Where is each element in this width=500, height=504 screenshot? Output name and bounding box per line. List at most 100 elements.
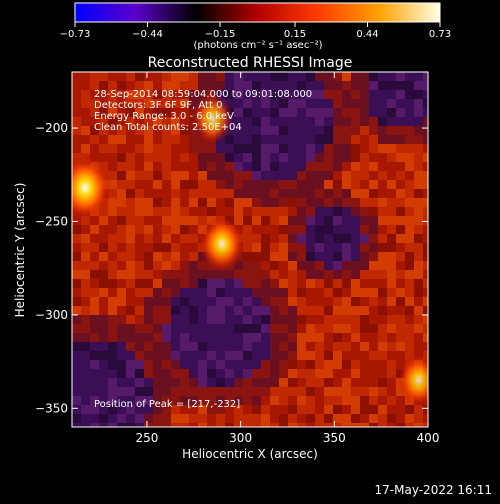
heatmap-cell <box>297 135 306 144</box>
heatmap-cell <box>396 180 405 189</box>
heatmap-cell <box>342 342 351 351</box>
x-axis-ticks: 250 300 350 400 <box>135 72 439 445</box>
heatmap-cell <box>243 297 252 306</box>
heatmap-cell <box>216 351 225 360</box>
heatmap-cell <box>378 207 387 216</box>
heatmap-cell <box>351 333 360 342</box>
heatmap-cell <box>108 261 117 270</box>
heatmap-cell <box>360 405 369 414</box>
heatmap-cell <box>387 279 396 288</box>
heatmap-cell <box>117 378 126 387</box>
heatmap-cell <box>126 270 135 279</box>
heatmap-cell <box>180 144 189 153</box>
heatmap-cell <box>387 243 396 252</box>
heatmap-cell <box>171 333 180 342</box>
heatmap-cell <box>189 144 198 153</box>
heatmap-cell <box>189 153 198 162</box>
heatmap-cell <box>90 306 99 315</box>
heatmap-cell <box>315 261 324 270</box>
heatmap-cell <box>405 297 414 306</box>
heatmap-cell <box>297 261 306 270</box>
heatmap-cell <box>261 225 270 234</box>
heatmap-cell <box>189 243 198 252</box>
heatmap-cell <box>144 243 153 252</box>
heatmap-cell <box>162 342 171 351</box>
heatmap-cell <box>144 153 153 162</box>
heatmap-cell <box>135 171 144 180</box>
heatmap-cell <box>171 108 180 117</box>
heatmap-cell <box>90 243 99 252</box>
heatmap-cell <box>252 171 261 180</box>
heatmap-cell <box>225 387 234 396</box>
heatmap-cell <box>189 414 198 423</box>
heatmap-cell <box>261 198 270 207</box>
heatmap-cell <box>351 225 360 234</box>
heatmap-cell <box>414 117 423 126</box>
heatmap-cell <box>396 297 405 306</box>
heatmap-cell <box>90 369 99 378</box>
heatmap-cell <box>99 126 108 135</box>
heatmap-cell <box>360 225 369 234</box>
heatmap-cell <box>207 351 216 360</box>
heatmap-cell <box>333 315 342 324</box>
heatmap-cell <box>324 324 333 333</box>
heatmap-cell <box>126 126 135 135</box>
heatmap-cell <box>288 99 297 108</box>
heatmap-cell <box>72 324 81 333</box>
heatmap-cell <box>108 171 117 180</box>
heatmap-cell <box>144 261 153 270</box>
heatmap-cell <box>279 297 288 306</box>
heatmap-cell <box>306 171 315 180</box>
heatmap-cell <box>369 315 378 324</box>
heatmap-cell <box>126 198 135 207</box>
heatmap-cell <box>117 126 126 135</box>
heatmap-cell <box>279 108 288 117</box>
heatmap-cell <box>423 126 428 135</box>
heatmap-cell <box>99 252 108 261</box>
heatmap-cell <box>99 297 108 306</box>
heatmap-cell <box>423 72 428 81</box>
heatmap-cell <box>306 216 315 225</box>
heatmap-cell <box>414 99 423 108</box>
heatmap-cell <box>72 369 81 378</box>
heatmap-cell <box>153 189 162 198</box>
heatmap-cell <box>72 270 81 279</box>
heatmap-cell <box>333 279 342 288</box>
heatmap-cell <box>135 198 144 207</box>
heatmap-cell <box>279 279 288 288</box>
heatmap-cell <box>261 144 270 153</box>
heatmap-cell <box>90 72 99 81</box>
heatmap-cell <box>180 270 189 279</box>
heatmap-cell <box>72 333 81 342</box>
heatmap-cell <box>252 81 261 90</box>
heatmap-cell <box>180 126 189 135</box>
heatmap-cell <box>396 171 405 180</box>
heatmap-cell <box>270 324 279 333</box>
heatmap-cell <box>162 72 171 81</box>
heatmap-cell <box>72 378 81 387</box>
heatmap-cell <box>81 396 90 405</box>
heatmap-cell <box>351 297 360 306</box>
heatmap-cell <box>324 90 333 99</box>
heatmap-cell <box>153 234 162 243</box>
heatmap-cell <box>252 396 261 405</box>
heatmap-cell <box>387 333 396 342</box>
heatmap-cell <box>369 405 378 414</box>
heatmap-cell <box>414 180 423 189</box>
heatmap-cell <box>324 360 333 369</box>
heatmap-cell <box>279 423 288 427</box>
heatmap-cell <box>153 90 162 99</box>
heatmap-cell <box>162 252 171 261</box>
heatmap-cell <box>225 207 234 216</box>
heatmap-cell <box>135 252 144 261</box>
heatmap-cell <box>315 369 324 378</box>
heatmap-cell <box>396 234 405 243</box>
heatmap-cell <box>225 324 234 333</box>
heatmap-cell <box>279 216 288 225</box>
heatmap-cell <box>243 135 252 144</box>
heatmap-cell <box>207 360 216 369</box>
heatmap-cell <box>414 198 423 207</box>
heatmap-cell <box>162 198 171 207</box>
heatmap-cell <box>279 90 288 99</box>
heatmap-cell <box>108 243 117 252</box>
